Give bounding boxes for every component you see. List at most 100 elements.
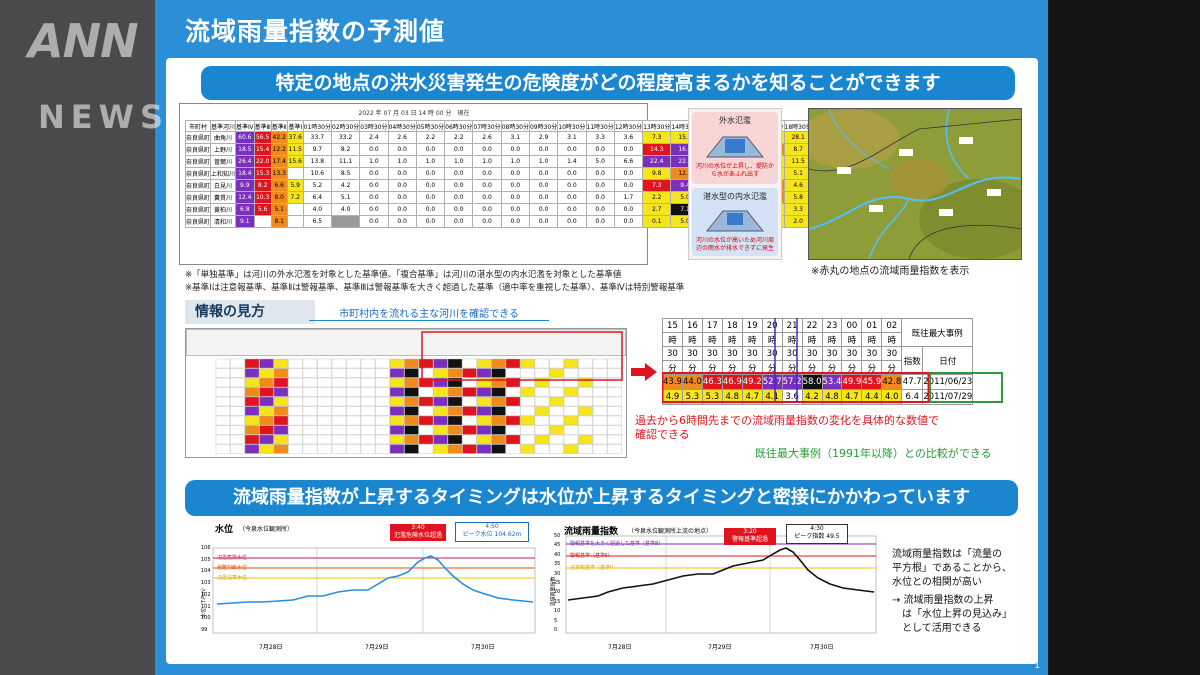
table1-row: 奈良県町 上和知川 18.4 15.3 13.3 10.6 8.5 0.0 0.0 0.0 0.0 0…: [184, 167, 916, 180]
table3-ji-cell: 時: [701, 332, 723, 347]
right-black-bar: [1048, 0, 1200, 675]
table3-value-cell: 4.7: [841, 389, 863, 405]
table1-value-cell: 0.0: [472, 191, 502, 204]
chart-series-line: [216, 555, 534, 605]
table1-value-cell: 0.0: [444, 191, 474, 204]
chart-ytick: 104: [201, 568, 211, 575]
red-arrow-icon: [631, 363, 657, 381]
slide: 流域雨量指数の予測値 特定の地点の洪水災害発生の危険度がどの程度高まるかを知るこ…: [155, 0, 1048, 675]
table1-value-cell: 6.4: [302, 191, 333, 204]
table1-value-cell: 0.0: [444, 167, 474, 180]
table3-value-cell: 4.1: [761, 389, 783, 405]
table1-value-cell: 0.0: [613, 215, 644, 228]
banner-top: 特定の地点の洪水災害発生の危険度がどの程度高まるかを知ることができます: [201, 66, 1015, 100]
water-level-svg: [212, 547, 536, 634]
table1-value-cell: 0.0: [359, 203, 389, 216]
table1-value-cell: 0.0: [359, 143, 389, 156]
table1-value-cell: 13.8: [302, 155, 333, 168]
chart-plot-area: [565, 535, 877, 634]
table1-value-cell: 8.1: [270, 215, 288, 228]
diagram-caption-top: 河川の水位が上昇し、堤防から水があふれ出す: [695, 163, 774, 178]
table1-value-cell: 13.3: [270, 167, 288, 180]
table1-header-cell: 基準Ⅰ: [286, 120, 304, 132]
chart-right-annot1-time: 3:20: [743, 528, 757, 535]
chart-left-date-1: 7月28日: [259, 644, 283, 651]
explain-line4: → 流域雨量指数の上昇: [892, 595, 994, 606]
table1-value-cell: 9.9: [235, 179, 255, 192]
chart-ytick: 0: [554, 627, 558, 633]
map-rivers: [809, 109, 1021, 259]
table1-river-cell: 上和知川: [210, 167, 237, 180]
table3-value-cell: 53.4: [821, 374, 843, 390]
table1-value-cell: 6.6: [270, 179, 288, 192]
table1-value-cell: 2.4: [359, 131, 389, 144]
table3-min-cell: 30: [861, 346, 883, 361]
table1-value-cell: 0.0: [387, 215, 417, 228]
table3-fun-cell: 分: [721, 360, 743, 375]
table3-record-cell: 2011/07/29: [922, 389, 974, 405]
table1-river-cell: 曲角川: [210, 131, 237, 144]
table3-min-row: 30 30 30 30 30 30 30 30 30 30 30 30 指数 日付: [662, 346, 974, 375]
table3-ji-cell: 時: [881, 332, 903, 347]
table1-header-cell: 03時30分: [359, 120, 389, 132]
table3-value-cell: 4.9: [662, 389, 683, 405]
table1-value-cell: 8.0: [270, 191, 288, 204]
table1-value-cell: [253, 215, 272, 228]
table3-value-cell: 4.7: [741, 389, 763, 405]
table3-value-row-1: 43.9 44.0 46.3 46.9 49.2 52.7 57.2 58.0 53.4 49.9…: [662, 374, 974, 390]
table3-min-cell: 30: [881, 346, 903, 361]
chart-right-annot1-text: 警報基準超過: [731, 536, 768, 543]
table1-value-cell: 3.3: [585, 131, 615, 144]
chart-right-subtitle: （今泉水位観測所上流の地点）: [628, 528, 713, 535]
table1-value-cell: 6.5: [302, 215, 333, 228]
table1-value-cell: 0.0: [613, 167, 644, 180]
table1-value-cell: 0.0: [415, 191, 446, 204]
diagram-caption-bottom: 河川の水位が高いため河川周辺の雨水が排水できずに発生: [695, 237, 774, 252]
table1-value-cell: 9.7: [302, 143, 333, 156]
chart-right-annot2-time: 4:30: [810, 525, 824, 532]
table1-header-cell: 12時30分: [613, 120, 644, 132]
table1-river-cell: 上野川: [210, 143, 237, 156]
table1-value-cell: 6.8: [235, 203, 255, 216]
table1-value-cell: 15.3: [253, 167, 272, 180]
levee-illustration-bottom: [705, 210, 765, 232]
table1-value-cell: 0.0: [500, 179, 530, 192]
table1-value-cell: 12.2: [270, 143, 288, 156]
table3-record-header: 既往最大事例: [901, 318, 974, 347]
table1-value-cell: 12.4: [235, 191, 255, 204]
table1-header-cell: 07時30分: [472, 120, 502, 132]
table1-value-cell: 0.0: [387, 203, 417, 216]
chart-ytick: 5: [554, 617, 558, 624]
chart-ytick: 100: [201, 615, 211, 622]
desc-green: 既往最大事例（1991年以降）との比較ができる: [755, 447, 992, 460]
levee-illustration-top: [705, 136, 765, 158]
flood-diagram: 外水氾濫 河川の水位が上昇し、堤防から水があふれ出す 湛水型の内水氾濫 河川の水…: [688, 108, 782, 260]
table1-header-cell: 基準Ⅲ: [253, 120, 272, 132]
table3-value-cell: 49.2: [741, 374, 763, 390]
table1-header-cell: 09時30分: [528, 120, 559, 132]
table1-header-cell: 13時30分: [642, 120, 672, 132]
table1-value-cell: 7.3: [642, 131, 672, 144]
table1-value-cell: 2.6: [472, 131, 502, 144]
chart-ytick: 15: [554, 598, 561, 605]
table3-hour-row: 15 16 17 18 19 20 21 22 23 00 01 02 既往最大事例: [662, 318, 974, 347]
table1-value-cell: 5.1: [270, 203, 288, 216]
table1-value-cell: 7.3: [642, 179, 672, 192]
table1-value-cell: 1.7: [613, 191, 644, 204]
table1-header-cell: 基準Ⅳ: [235, 120, 255, 132]
terrain-map: [808, 108, 1022, 260]
table1-value-cell: 0.0: [500, 215, 530, 228]
chart-left-ylabel: 水位（T.P.m）: [200, 585, 207, 618]
table1-value-cell: 0.0: [415, 215, 446, 228]
chart-right-level-2: 警報基準（基準Ⅱ）: [570, 553, 613, 559]
table3-value-cell: 52.7: [761, 374, 783, 390]
chart-ytick: 25: [554, 580, 561, 586]
table1-value-cell: 0.0: [472, 143, 502, 156]
explain-line3: 水位との相関が高い: [892, 577, 982, 588]
table1-value-cell: 0.0: [387, 179, 417, 192]
chart-left-annot2-time: 4:50: [485, 523, 499, 530]
table1-value-cell: 33.7: [302, 131, 333, 144]
note-line2: ※基準Ⅰは注意報基準、基準Ⅱは警報基準、基準Ⅲは警報基準を大きく超過した基準（適…: [185, 283, 685, 293]
table1-value-cell: 0.0: [500, 191, 530, 204]
table1-value-cell: 0.0: [557, 167, 587, 180]
